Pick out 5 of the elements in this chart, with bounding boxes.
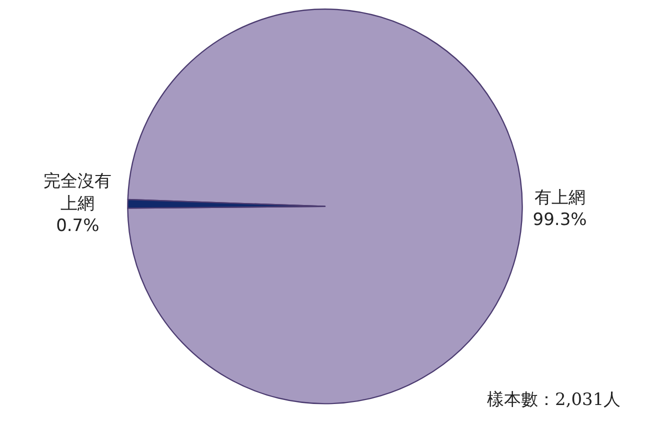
- data-label: 0.7%: [56, 216, 100, 236]
- slice-label: 有上網: [534, 188, 586, 208]
- text: 樣本數：2,031人: [487, 390, 621, 410]
- data-label: 99.3%: [532, 210, 587, 230]
- slice-label: 完全沒有上網: [44, 172, 112, 214]
